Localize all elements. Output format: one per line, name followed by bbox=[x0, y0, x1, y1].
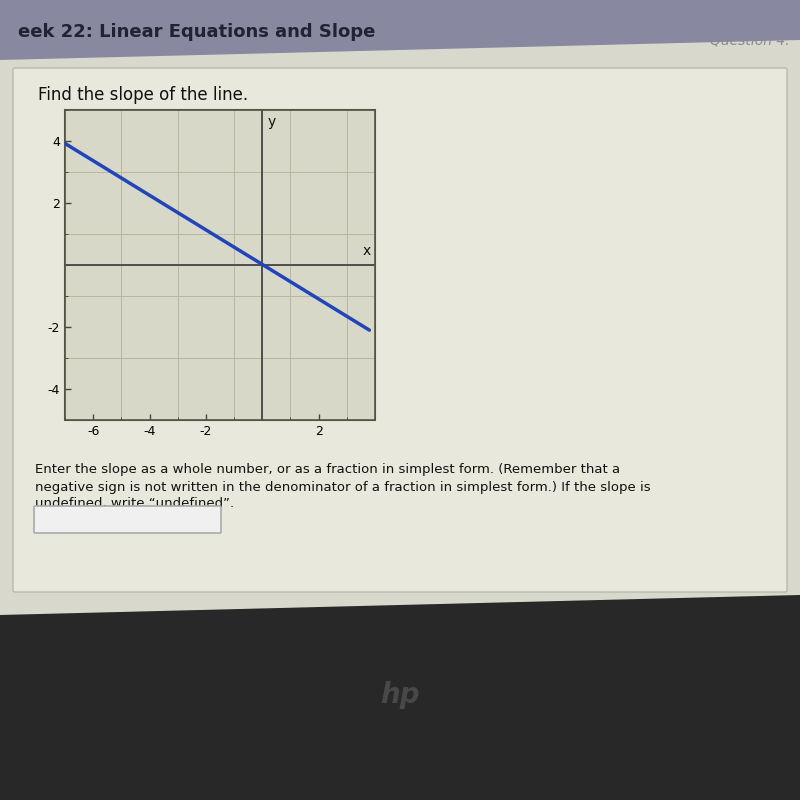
FancyBboxPatch shape bbox=[34, 506, 221, 533]
Text: hp: hp bbox=[380, 681, 420, 709]
Text: undefined, write “undefined”.: undefined, write “undefined”. bbox=[35, 498, 234, 510]
Text: negative sign is not written in the denominator of a fraction in simplest form.): negative sign is not written in the deno… bbox=[35, 481, 650, 494]
Bar bbox=[65, 110, 375, 420]
Text: x: x bbox=[362, 244, 370, 258]
Text: Question 4.: Question 4. bbox=[710, 33, 790, 47]
Polygon shape bbox=[0, 0, 800, 615]
Polygon shape bbox=[0, 0, 800, 60]
Text: y: y bbox=[267, 114, 275, 129]
Polygon shape bbox=[0, 595, 800, 800]
Text: eek 22: Linear Equations and Slope: eek 22: Linear Equations and Slope bbox=[18, 23, 375, 41]
Text: Enter the slope as a whole number, or as a fraction in simplest form. (Remember : Enter the slope as a whole number, or as… bbox=[35, 463, 620, 477]
FancyBboxPatch shape bbox=[13, 68, 787, 592]
Text: Find the slope of the line.: Find the slope of the line. bbox=[38, 86, 248, 104]
